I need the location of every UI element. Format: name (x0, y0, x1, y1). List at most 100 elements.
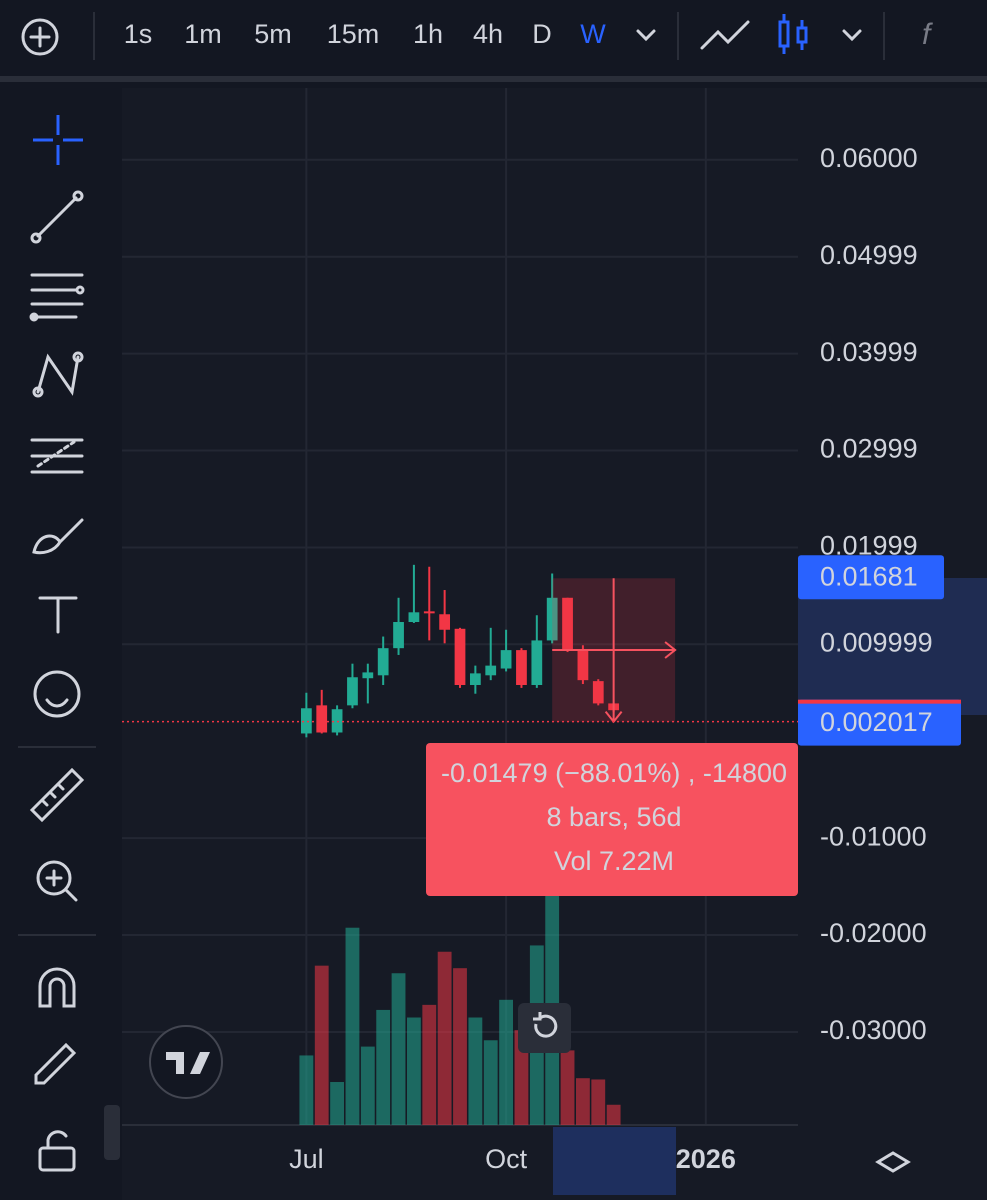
volume-bar (391, 973, 406, 1125)
price-badge-edge (798, 699, 961, 704)
x-tick-label: 2026 (676, 1144, 736, 1174)
y-tick-label: -0.01000 (820, 821, 927, 851)
unlock-tool[interactable] (38, 1130, 76, 1172)
top-toolbar: 1s 1m 5m 15m 1h 4h D W f (21, 12, 933, 60)
add-button[interactable] (21, 18, 59, 56)
prediction-tool[interactable] (30, 438, 84, 474)
candle-body (546, 597, 558, 641)
left-toolbar (18, 115, 120, 1172)
collapse-handle[interactable] (104, 1105, 120, 1160)
volume-bar (314, 965, 329, 1125)
interval[interactable]: D (532, 19, 552, 49)
candle-body (454, 628, 466, 686)
fib-tool[interactable] (29, 273, 85, 322)
measure-axis-range (798, 578, 987, 715)
volume-bar (437, 951, 452, 1125)
candle-body (408, 612, 420, 623)
volume-bar (453, 968, 467, 1125)
y-tick-label: 0.06000 (820, 143, 918, 173)
y-tick-label: 0.02999 (820, 434, 918, 464)
plot: 0.060000.049990.039990.029990.019990.009… (122, 88, 961, 1174)
volume-bar (360, 1046, 375, 1125)
candle-body (500, 650, 512, 669)
emoji-tool[interactable] (33, 670, 81, 718)
candle-body (377, 648, 389, 676)
magnet-tool[interactable] (38, 967, 76, 1008)
candle-icon[interactable] (778, 14, 808, 54)
volume-bar (560, 1050, 575, 1125)
dropdown[interactable] (842, 29, 862, 42)
price-badge (798, 699, 961, 746)
dropdown[interactable] (636, 29, 656, 42)
add-icon (29, 26, 51, 48)
volume-bar (406, 1017, 421, 1125)
brush-tool[interactable] (32, 518, 84, 555)
candle-body (362, 672, 374, 679)
interval[interactable]: W (580, 19, 606, 49)
volume-bar (376, 1009, 391, 1125)
candle-body (316, 705, 328, 733)
y-tick-label: 0.04999 (820, 240, 918, 270)
volume-bar (514, 1030, 529, 1125)
candle-body (577, 650, 589, 681)
measure-tooltip-text: 8 bars, 56d (546, 802, 681, 832)
settings-icon[interactable] (875, 1151, 911, 1173)
x-tick-label: Jul (289, 1144, 324, 1174)
candle-body (562, 597, 573, 651)
candle-body (347, 677, 358, 706)
text-tool[interactable] (38, 596, 78, 634)
measure-time-range (553, 1127, 676, 1195)
measure-tooltip-text: -0.01479 (−88.01%) , -14800 (441, 758, 787, 788)
interval[interactable]: 1m (184, 19, 222, 49)
candle-body (439, 614, 451, 630)
volume-bar (591, 1079, 606, 1125)
volume-bar (575, 1078, 590, 1125)
lock-draw-tool[interactable] (34, 1042, 77, 1085)
interval[interactable]: 5m (254, 19, 292, 49)
divider (0, 76, 987, 82)
candle-body (300, 708, 312, 734)
interval[interactable]: 4h (473, 19, 503, 49)
pattern-tool[interactable] (32, 351, 84, 398)
y-tick-label: 0.03999 (820, 337, 918, 367)
interval[interactable]: 1h (413, 19, 443, 49)
candle-body (516, 650, 527, 686)
price-badge (798, 555, 944, 600)
trend-line-tool[interactable] (30, 190, 84, 244)
volume-bar (468, 1017, 483, 1125)
y-tick-label: -0.03000 (820, 1015, 927, 1045)
reset-button[interactable] (518, 1003, 571, 1053)
candle-body (331, 709, 343, 733)
volume-bar (499, 999, 514, 1125)
line-chart-icon[interactable] (700, 20, 750, 50)
volume-bar (606, 1104, 621, 1125)
volume-bar (422, 1004, 437, 1125)
candle-body (423, 611, 435, 614)
reset-icon (533, 1012, 558, 1038)
x-tick-label: Oct (485, 1144, 528, 1174)
zoom-tool[interactable] (36, 860, 78, 902)
indicators-icon[interactable]: f (922, 18, 933, 51)
price-badge-label: 0.01681 (820, 561, 918, 591)
candle-body (531, 640, 543, 686)
candle-body (393, 622, 404, 649)
y-tick-label: 0.009999 (820, 627, 933, 657)
volume-bar (483, 1040, 498, 1125)
measure-arrows (552, 578, 677, 724)
tradingview-logo[interactable] (149, 1025, 223, 1099)
volume-bar (299, 1055, 314, 1125)
candle-body (592, 681, 604, 704)
measure-tooltip-text: Vol 7.22M (554, 846, 674, 876)
price-badge-label: 0.002017 (820, 707, 933, 737)
y-tick-label: -0.02000 (820, 918, 927, 948)
volume-bar (330, 1082, 345, 1125)
measure-tooltip (426, 743, 798, 896)
interval[interactable]: 1s (124, 19, 153, 49)
crosshair-tool[interactable] (33, 115, 83, 165)
interval[interactable]: 15m (327, 19, 380, 49)
volume-bar (345, 927, 360, 1125)
ruler-tool[interactable] (29, 767, 85, 823)
candle-body (469, 673, 481, 686)
